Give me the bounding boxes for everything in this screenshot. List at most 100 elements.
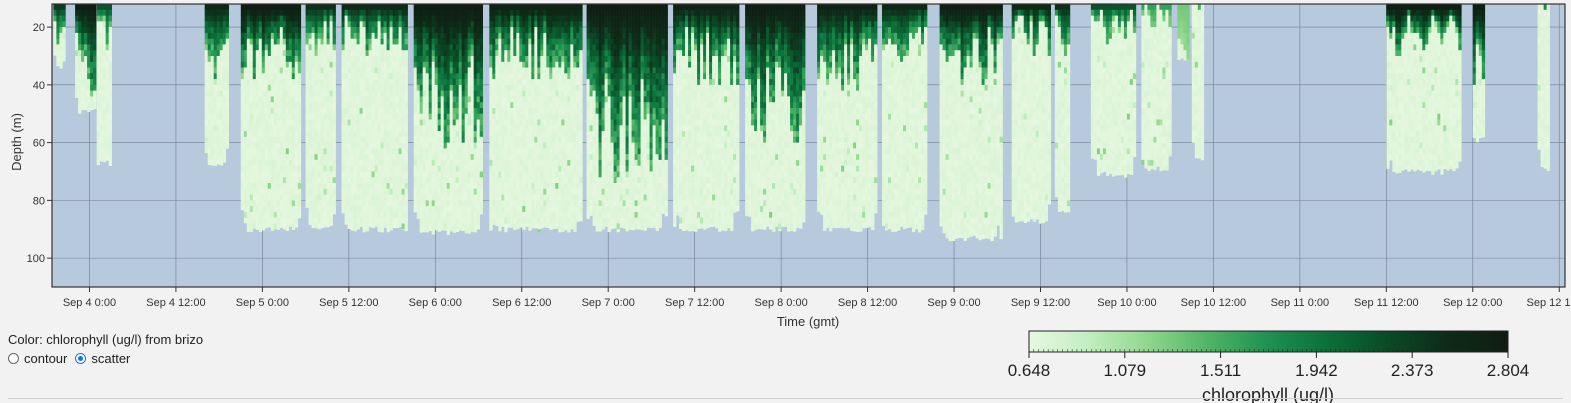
scatter-point	[440, 206, 444, 213]
scatter-point	[249, 223, 254, 230]
scatter-point	[314, 73, 318, 80]
scatter-point	[479, 211, 483, 215]
scatter-point	[576, 73, 580, 80]
scatter-point	[389, 113, 393, 120]
scatter-point	[264, 136, 269, 143]
scatter-point	[534, 90, 538, 97]
scatter-point	[555, 154, 559, 161]
scatter-point	[528, 15, 532, 22]
scatter-point	[604, 171, 608, 178]
scatter-point	[519, 148, 523, 155]
scatter-point	[552, 79, 556, 86]
scatter-point	[305, 90, 309, 97]
scatter-point	[579, 113, 583, 120]
scatter-point	[428, 148, 432, 155]
scatter-point	[380, 79, 384, 86]
scatter-point	[219, 32, 223, 40]
scatter-point	[455, 131, 459, 138]
scatter-point	[353, 50, 357, 57]
scatter-point	[213, 73, 217, 80]
scatter-point	[601, 67, 605, 74]
scatter-point	[531, 125, 535, 132]
scatter-point	[285, 32, 290, 40]
scatter-point	[446, 15, 450, 22]
scatter-point	[249, 229, 254, 232]
scatter-point	[359, 44, 363, 51]
scatter-point	[573, 229, 577, 232]
scatter-point	[513, 67, 517, 74]
scatter-point	[576, 211, 580, 219]
scatter-point	[210, 21, 214, 28]
scatter-point	[329, 50, 333, 57]
scatter-point	[320, 206, 324, 213]
scatter-point	[592, 90, 596, 97]
scatter-point	[495, 171, 499, 178]
scatter-point	[105, 148, 109, 155]
scatter-point	[320, 9, 324, 16]
scatter-point	[311, 223, 315, 229]
scatter-point	[204, 79, 208, 86]
scatter-point	[252, 32, 257, 40]
scatter-point	[519, 131, 523, 138]
scatter-point	[455, 32, 459, 40]
scatter-point	[437, 206, 441, 213]
scatter-point	[96, 50, 100, 57]
scatter-point	[213, 90, 217, 97]
scatter-point	[549, 223, 553, 230]
scatter-point	[507, 102, 511, 109]
scatter-point	[595, 223, 599, 230]
scatter-point	[546, 119, 550, 126]
scatter-point	[449, 61, 453, 68]
scatter-point	[519, 125, 523, 132]
scatter-point	[507, 223, 511, 228]
scatter-point	[492, 194, 496, 201]
scatter-point	[374, 32, 378, 40]
scatter-point	[225, 15, 229, 22]
scatter-point	[246, 183, 251, 190]
scatter-point	[326, 32, 330, 40]
scatter-point	[513, 61, 517, 68]
scatter-point	[564, 27, 568, 34]
scatter-point	[362, 50, 366, 57]
scatter-point	[383, 67, 387, 74]
scatter-point	[90, 50, 94, 57]
scatter-point	[534, 188, 538, 195]
scatter-point	[258, 229, 263, 232]
scatter-point	[314, 136, 318, 143]
scatter-point	[473, 223, 477, 230]
scatter-point	[510, 223, 514, 228]
scatter-point	[464, 27, 468, 34]
scatter-point	[558, 223, 562, 230]
scatter-point	[437, 108, 441, 115]
scatter-point	[320, 84, 324, 92]
scatter-point	[570, 61, 574, 68]
scatter-point	[359, 79, 363, 86]
scatter-point	[356, 67, 360, 74]
scatter-point	[519, 4, 523, 11]
scatter-point	[371, 194, 375, 201]
scatter-point	[207, 154, 211, 161]
scatter-point	[368, 15, 372, 22]
scatter-point	[567, 21, 571, 28]
scatter-point	[537, 108, 541, 115]
scatter-point	[81, 67, 85, 74]
scatter-point	[543, 15, 547, 22]
scatter-point	[404, 200, 408, 207]
scatter-point	[525, 211, 529, 219]
scatter-point	[461, 223, 465, 230]
scatter-point	[276, 27, 281, 34]
scatter-point	[386, 96, 390, 103]
scatter-point	[579, 211, 583, 219]
scatter-point	[213, 44, 217, 51]
scatter-point	[279, 142, 284, 149]
scatter-point	[428, 61, 432, 68]
scatter-point	[428, 159, 432, 167]
scatter-point	[371, 15, 375, 22]
scatter-point	[78, 96, 82, 103]
scatter-point	[449, 194, 453, 201]
scatter-point	[252, 217, 257, 224]
scatter-point	[362, 44, 366, 51]
scatter-point	[513, 188, 517, 195]
scatter-point	[428, 200, 432, 207]
scatter-point	[84, 61, 88, 68]
